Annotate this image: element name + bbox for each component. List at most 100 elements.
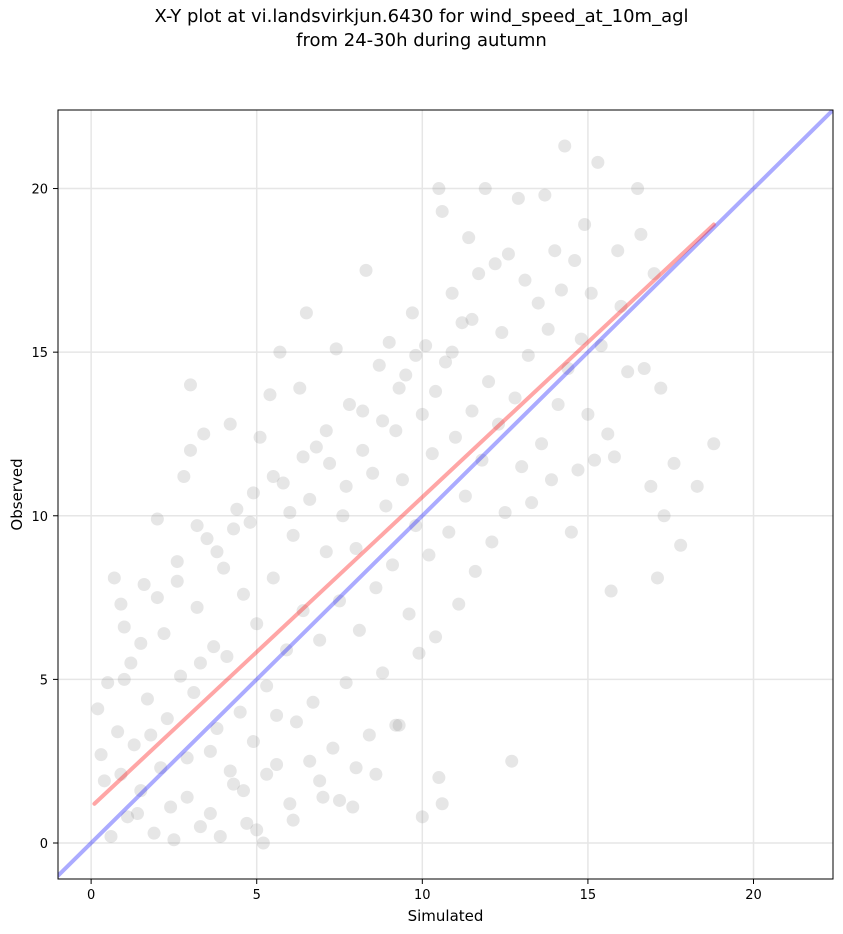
data-point — [405, 306, 419, 320]
y-tick-label: 5 — [40, 673, 48, 688]
data-point — [389, 424, 403, 438]
data-point — [319, 545, 333, 559]
data-point — [157, 627, 171, 641]
data-point — [448, 430, 462, 444]
data-point — [392, 381, 406, 395]
data-point — [140, 692, 154, 706]
data-point — [273, 345, 287, 359]
data-point — [389, 718, 403, 732]
data-point — [134, 636, 148, 650]
data-point — [283, 797, 297, 811]
data-point — [439, 355, 452, 369]
gridlines — [58, 110, 833, 879]
data-point — [574, 332, 588, 346]
data-point — [455, 316, 469, 330]
data-point — [250, 823, 264, 837]
data-point — [386, 558, 400, 572]
data-point — [594, 339, 608, 353]
data-point — [607, 450, 621, 464]
data-point — [667, 456, 681, 470]
data-point — [246, 486, 260, 500]
data-point — [326, 741, 340, 755]
data-point — [482, 375, 496, 389]
data-point — [472, 267, 486, 281]
x-tick-label: 10 — [414, 888, 431, 903]
plot-area-frame — [57, 109, 834, 880]
data-point — [203, 807, 217, 821]
data-point — [468, 564, 482, 578]
data-point — [260, 767, 274, 781]
data-point — [233, 705, 247, 719]
data-point — [346, 800, 360, 814]
data-point — [167, 833, 181, 847]
data-point — [581, 407, 595, 421]
data-point — [329, 342, 343, 356]
data-point — [538, 188, 552, 202]
data-point — [429, 630, 443, 644]
data-point — [465, 312, 479, 326]
data-point — [270, 757, 284, 771]
data-point — [415, 407, 429, 421]
data-point — [588, 453, 602, 467]
data-point — [266, 470, 280, 484]
chart-title-line-2: from 24-30h during autumn — [296, 30, 547, 51]
reference-lines — [58, 110, 833, 878]
data-point — [283, 505, 297, 519]
x-tick-label: 15 — [580, 888, 597, 903]
data-point — [150, 512, 164, 526]
data-point — [415, 810, 429, 824]
data-point — [111, 725, 125, 739]
data-point — [101, 676, 115, 690]
data-point — [349, 761, 363, 775]
chart-title-line-1: X-Y plot at vi.landsvirkjun.6430 for win… — [154, 6, 689, 27]
data-point — [442, 525, 456, 539]
data-point — [296, 604, 310, 618]
data-point — [498, 505, 512, 519]
data-point — [604, 584, 618, 598]
data-point — [230, 502, 244, 516]
data-point — [130, 807, 144, 821]
data-point — [558, 139, 572, 153]
y-tick-label: 0 — [40, 837, 48, 852]
data-point — [544, 473, 558, 487]
axis-ticks: 0 5 10 15 20 0 5 10 15 20 — [31, 183, 761, 903]
data-point — [614, 299, 628, 313]
data-point — [412, 646, 426, 660]
data-point — [121, 810, 135, 824]
data-point — [409, 348, 423, 362]
data-point — [634, 227, 648, 241]
data-point — [352, 623, 366, 637]
data-point — [366, 466, 380, 480]
data-point — [339, 676, 353, 690]
data-point — [276, 476, 290, 490]
data-point — [137, 577, 151, 591]
data-point — [376, 414, 390, 428]
data-point — [193, 820, 207, 834]
data-point — [170, 574, 184, 588]
data-point — [306, 695, 320, 709]
data-point — [210, 721, 224, 735]
data-point — [339, 479, 353, 493]
data-point — [650, 571, 664, 585]
data-point — [144, 728, 158, 742]
data-point — [333, 793, 347, 807]
data-point — [94, 748, 108, 762]
data-point — [372, 358, 386, 372]
data-point — [395, 473, 409, 487]
data-point — [117, 672, 131, 686]
data-point — [644, 479, 658, 493]
data-point — [452, 597, 466, 611]
data-point — [223, 764, 237, 778]
data-point — [458, 489, 472, 503]
data-point — [91, 702, 105, 716]
data-point — [561, 362, 575, 376]
data-point — [286, 528, 300, 542]
data-point — [177, 470, 191, 484]
data-point — [621, 365, 635, 379]
data-point — [127, 738, 141, 752]
data-point — [707, 437, 721, 451]
data-point — [200, 532, 214, 546]
data-point — [303, 492, 317, 506]
data-point — [316, 790, 330, 804]
data-point — [402, 607, 416, 621]
